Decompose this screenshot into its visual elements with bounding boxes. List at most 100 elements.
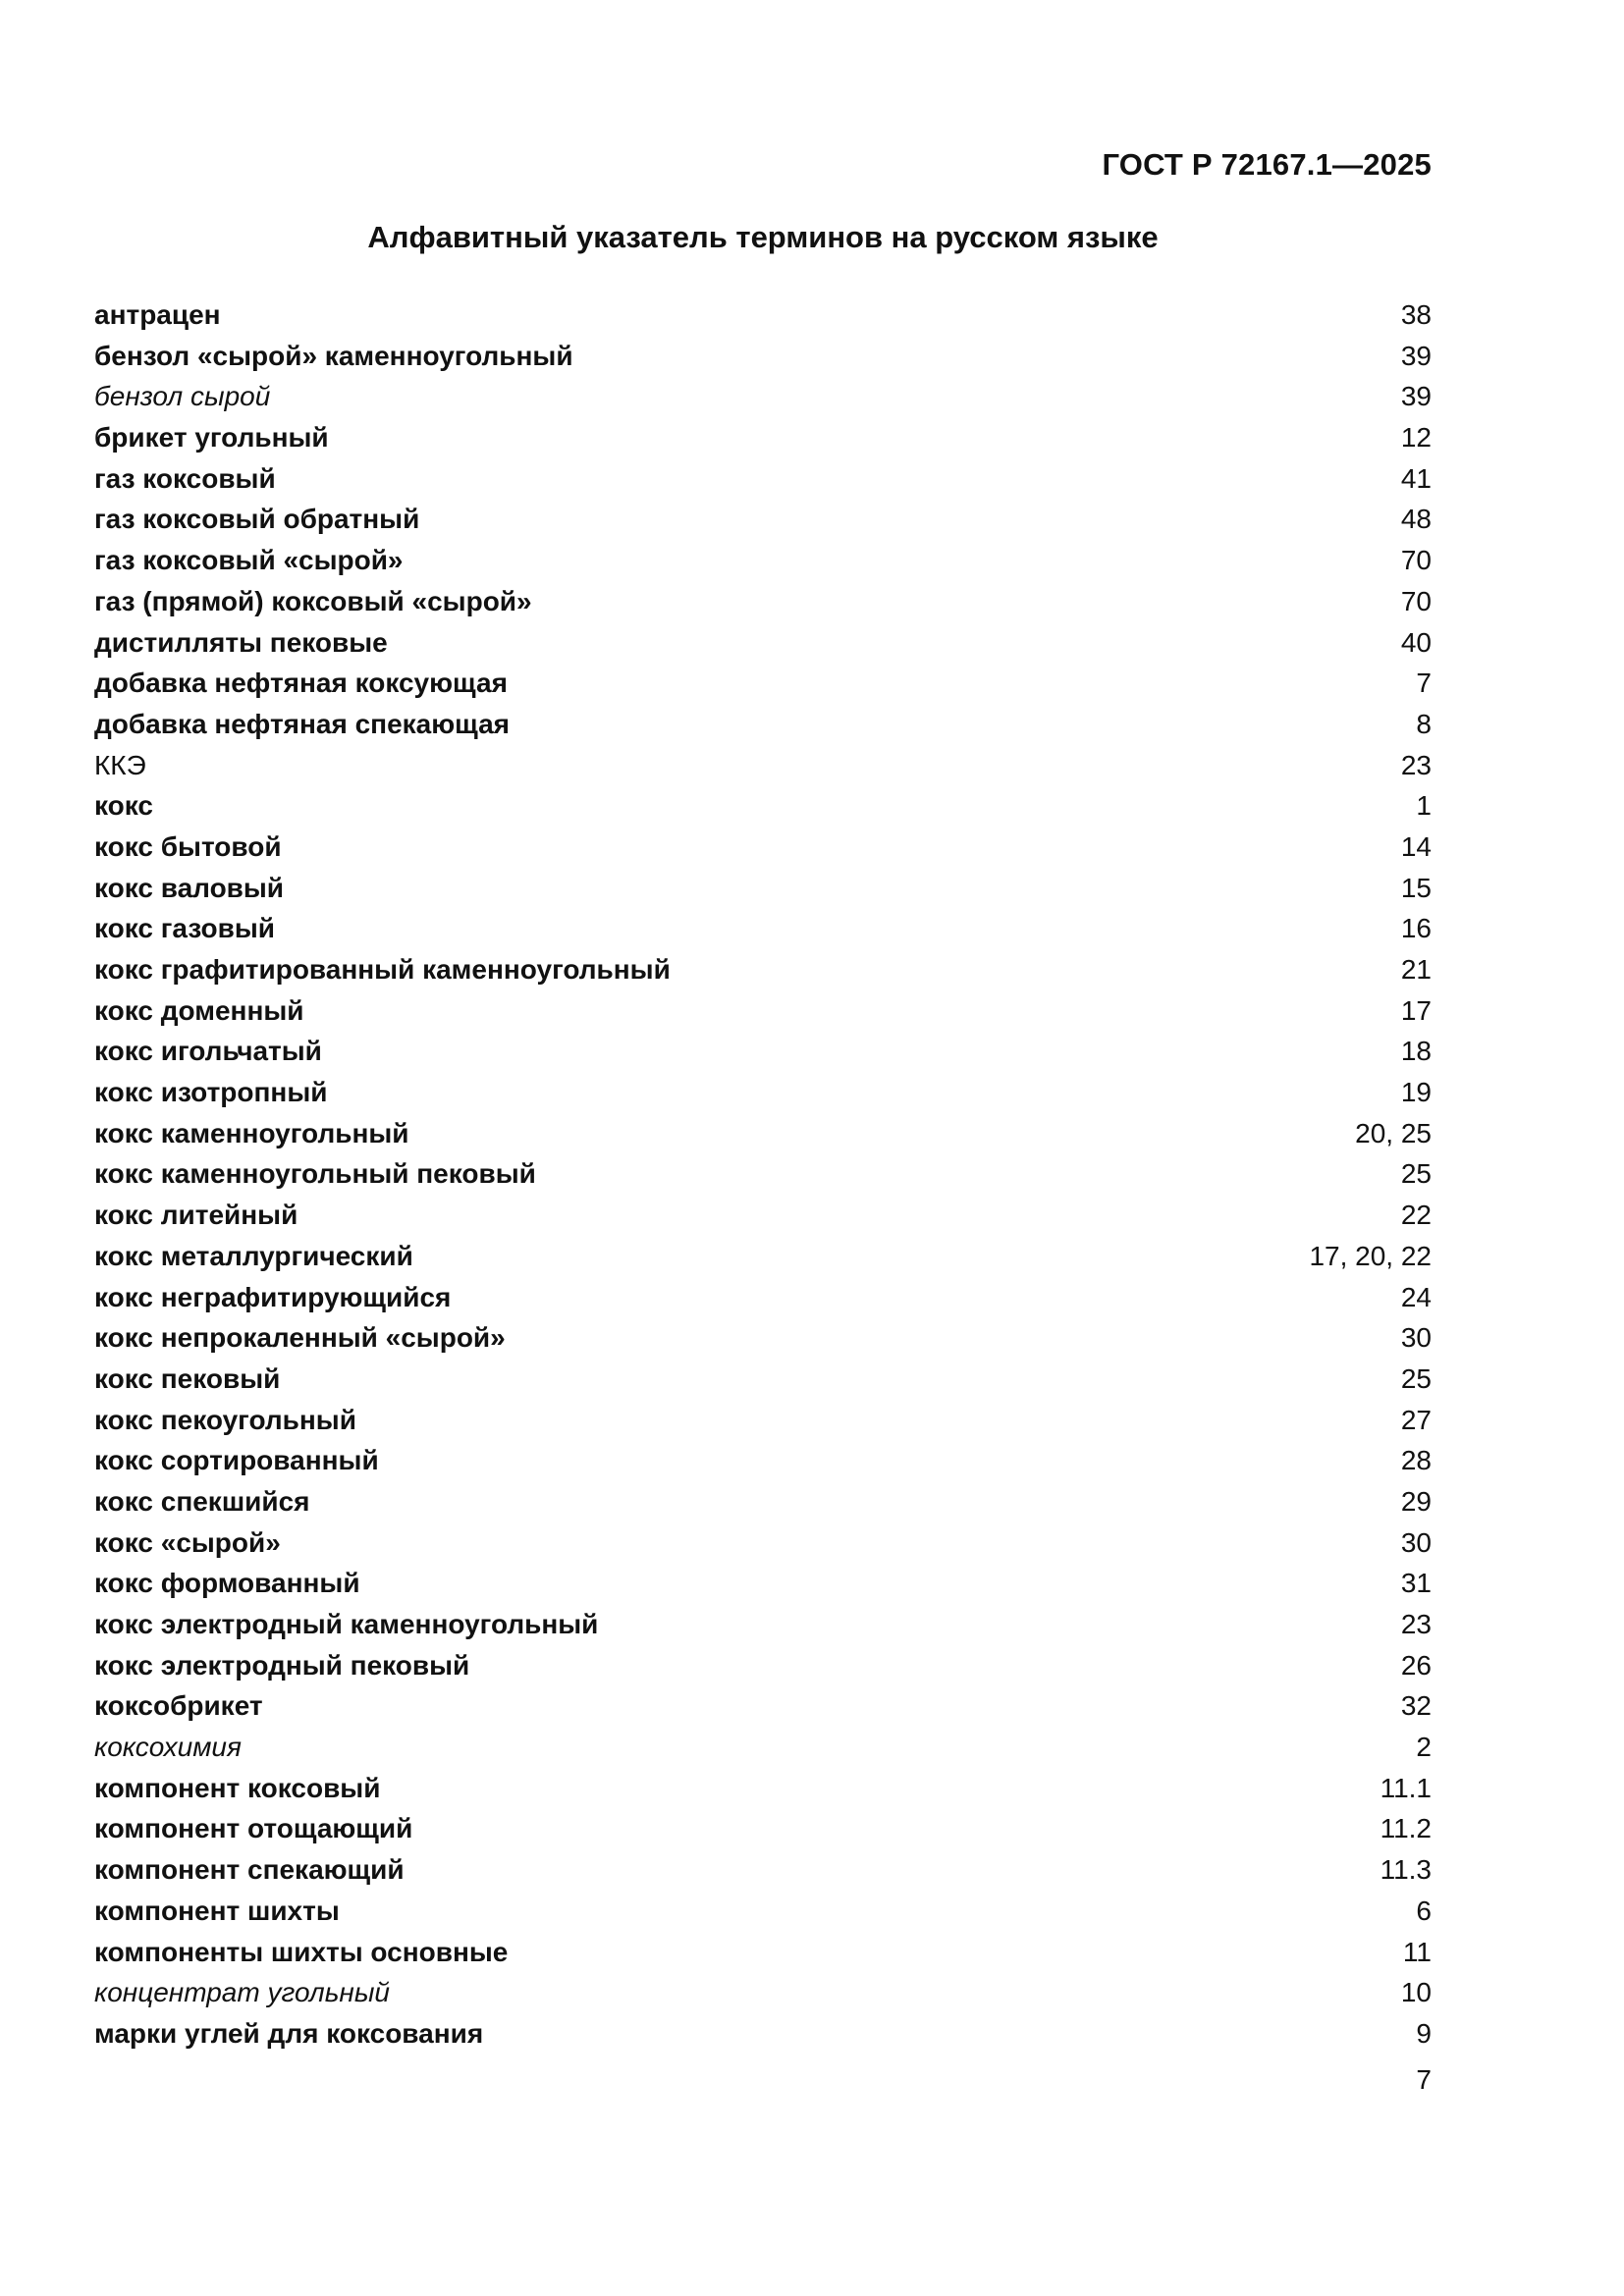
index-entry-row: марки углей для коксования 9 xyxy=(94,2013,1432,2055)
index-entry-row: ККЭ 23 xyxy=(94,745,1432,786)
index-entry-row: брикет угольный 12 xyxy=(94,417,1432,458)
index-page-reference: 11 xyxy=(1402,1936,1432,1967)
index-entry-row: кокс бытовой 14 xyxy=(94,827,1432,868)
index-page-reference: 1 xyxy=(1416,790,1432,822)
index-term: бензол сырой xyxy=(94,381,271,412)
index-term: дистилляты пековые xyxy=(94,626,388,658)
index-page-reference: 20, 25 xyxy=(1355,1117,1432,1148)
index-term: кокс металлургический xyxy=(94,1240,413,1271)
index-page-reference: 16 xyxy=(1400,913,1432,944)
index-term: кокс xyxy=(94,790,153,822)
index-term: компонент отощающий xyxy=(94,1813,413,1844)
index-entry-row: бензол сырой 39 xyxy=(94,376,1432,417)
index-term: компонент шихты xyxy=(94,1895,340,1926)
index-page-reference: 23 xyxy=(1400,1609,1432,1639)
index-term: бензол «сырой» каменноугольный xyxy=(94,340,573,371)
index-page-reference: 25 xyxy=(1400,1362,1432,1394)
index-page-reference: 8 xyxy=(1416,708,1432,739)
index-page-reference: 15 xyxy=(1400,872,1432,903)
index-entry-row: кокс электродный пековый 26 xyxy=(94,1645,1432,1686)
index-entry-row: кокс изотропный 19 xyxy=(94,1072,1432,1113)
index-page-reference: 11.3 xyxy=(1380,1854,1432,1886)
index-entry-row: кокс неграфитирующийся 24 xyxy=(94,1277,1432,1318)
index-page-reference: 31 xyxy=(1400,1568,1432,1599)
index-page-reference: 70 xyxy=(1400,545,1432,576)
index-term: кокс «сырой» xyxy=(94,1526,281,1558)
index-term: кокс неграфитирующийся xyxy=(94,1281,452,1312)
index-term: коксобрикет xyxy=(94,1690,263,1722)
index-page-reference: 30 xyxy=(1400,1322,1432,1354)
document-designation: ГОСТ Р 72167.1—2025 xyxy=(1102,147,1432,182)
index-entry-row: кокс сортированный 28 xyxy=(94,1440,1432,1481)
index-entry-row: кокс каменноугольный пековый 25 xyxy=(94,1153,1432,1195)
index-term: концентрат угольный xyxy=(94,1977,390,2008)
index-entry-row: кокс «сырой» 30 xyxy=(94,1522,1432,1564)
page-title: Алфавитный указатель терминов на русском… xyxy=(367,220,1159,254)
index-page-reference: 9 xyxy=(1416,2017,1432,2049)
index-page-reference: 18 xyxy=(1400,1036,1432,1067)
index-term: кокс графитированный каменноугольный xyxy=(94,954,671,985)
index-page-reference: 40 xyxy=(1400,626,1432,658)
index-entry-row: дистилляты пековые 40 xyxy=(94,622,1432,664)
index-page-reference: 11.1 xyxy=(1380,1772,1432,1803)
index-term: кокс литейный xyxy=(94,1200,298,1231)
index-page-reference: 39 xyxy=(1400,381,1432,412)
index-term: кокс каменноугольный xyxy=(94,1117,409,1148)
index-page-reference: 22 xyxy=(1400,1200,1432,1231)
index-page-reference: 17 xyxy=(1400,994,1432,1026)
index-entry-row: кокс спекшийся 29 xyxy=(94,1481,1432,1522)
index-term: компонент коксовый xyxy=(94,1772,381,1803)
index-entry-row: кокс графитированный каменноугольный 21 xyxy=(94,949,1432,990)
index-term: кокс сортированный xyxy=(94,1445,379,1476)
index-term: газ (прямой) коксовый «сырой» xyxy=(94,585,532,616)
index-term: кокс каменноугольный пековый xyxy=(94,1158,536,1190)
index-entry-row: добавка нефтяная спекающая 8 xyxy=(94,704,1432,745)
alphabetical-index-list: антрацен 38 бензол «сырой» каменноугольный… xyxy=(94,294,1432,2055)
index-entry-row: кокс 1 xyxy=(94,785,1432,827)
index-term: компонент спекающий xyxy=(94,1854,405,1886)
index-term: кокс электродный пековый xyxy=(94,1649,470,1681)
index-term: брикет угольный xyxy=(94,422,329,454)
index-term: коксохимия xyxy=(94,1732,242,1763)
index-term: кокс формованный xyxy=(94,1568,360,1599)
index-entry-row: добавка нефтяная коксующая 7 xyxy=(94,663,1432,704)
index-entry-row: компонент коксовый 11.1 xyxy=(94,1768,1432,1809)
index-entry-row: кокс пековый 25 xyxy=(94,1359,1432,1400)
index-page-reference: 25 xyxy=(1400,1158,1432,1190)
index-entry-row: кокс газовый 16 xyxy=(94,908,1432,949)
index-term: антрацен xyxy=(94,299,221,330)
index-entry-row: газ (прямой) коксовый «сырой» 70 xyxy=(94,581,1432,622)
index-page-reference: 19 xyxy=(1400,1077,1432,1108)
index-term: кокс спекшийся xyxy=(94,1485,310,1517)
index-entry-row: антрацен 38 xyxy=(94,294,1432,336)
index-entry-row: кокс формованный 31 xyxy=(94,1563,1432,1604)
index-entry-row: кокс непрокаленный «сырой» 30 xyxy=(94,1317,1432,1359)
index-entry-row: кокс игольчатый 18 xyxy=(94,1031,1432,1072)
index-page-reference: 70 xyxy=(1400,585,1432,616)
index-entry-row: коксобрикет 32 xyxy=(94,1685,1432,1727)
index-page-reference: 29 xyxy=(1400,1485,1432,1517)
index-term: кокс бытовой xyxy=(94,830,282,862)
index-page-reference: 26 xyxy=(1400,1649,1432,1681)
index-page-reference: 2 xyxy=(1416,1732,1432,1763)
index-page-reference: 11.2 xyxy=(1380,1813,1432,1844)
index-page-reference: 14 xyxy=(1400,830,1432,862)
index-term: кокс игольчатый xyxy=(94,1036,322,1067)
index-page-reference: 6 xyxy=(1416,1895,1432,1926)
index-entry-row: кокс каменноугольный 20, 25 xyxy=(94,1113,1432,1154)
index-page-reference: 28 xyxy=(1400,1445,1432,1476)
index-page-reference: 48 xyxy=(1400,504,1432,535)
index-term: компоненты шихты основные xyxy=(94,1936,509,1967)
index-entry-row: кокс валовый 15 xyxy=(94,868,1432,909)
index-term: кокс валовый xyxy=(94,872,285,903)
index-entry-row: газ коксовый «сырой» 70 xyxy=(94,540,1432,581)
index-entry-row: бензол «сырой» каменноугольный 39 xyxy=(94,336,1432,377)
index-page-reference: 21 xyxy=(1400,954,1432,985)
index-term: кокс доменный xyxy=(94,994,304,1026)
index-term: добавка нефтяная спекающая xyxy=(94,708,511,739)
index-entry-row: газ коксовый 41 xyxy=(94,458,1432,500)
index-entry-row: концентрат угольный 10 xyxy=(94,1972,1432,2013)
index-entry-row: кокс пекоугольный 27 xyxy=(94,1400,1432,1441)
index-entry-row: компоненты шихты основные 11 xyxy=(94,1932,1432,1973)
index-term: кокс изотропный xyxy=(94,1077,328,1108)
